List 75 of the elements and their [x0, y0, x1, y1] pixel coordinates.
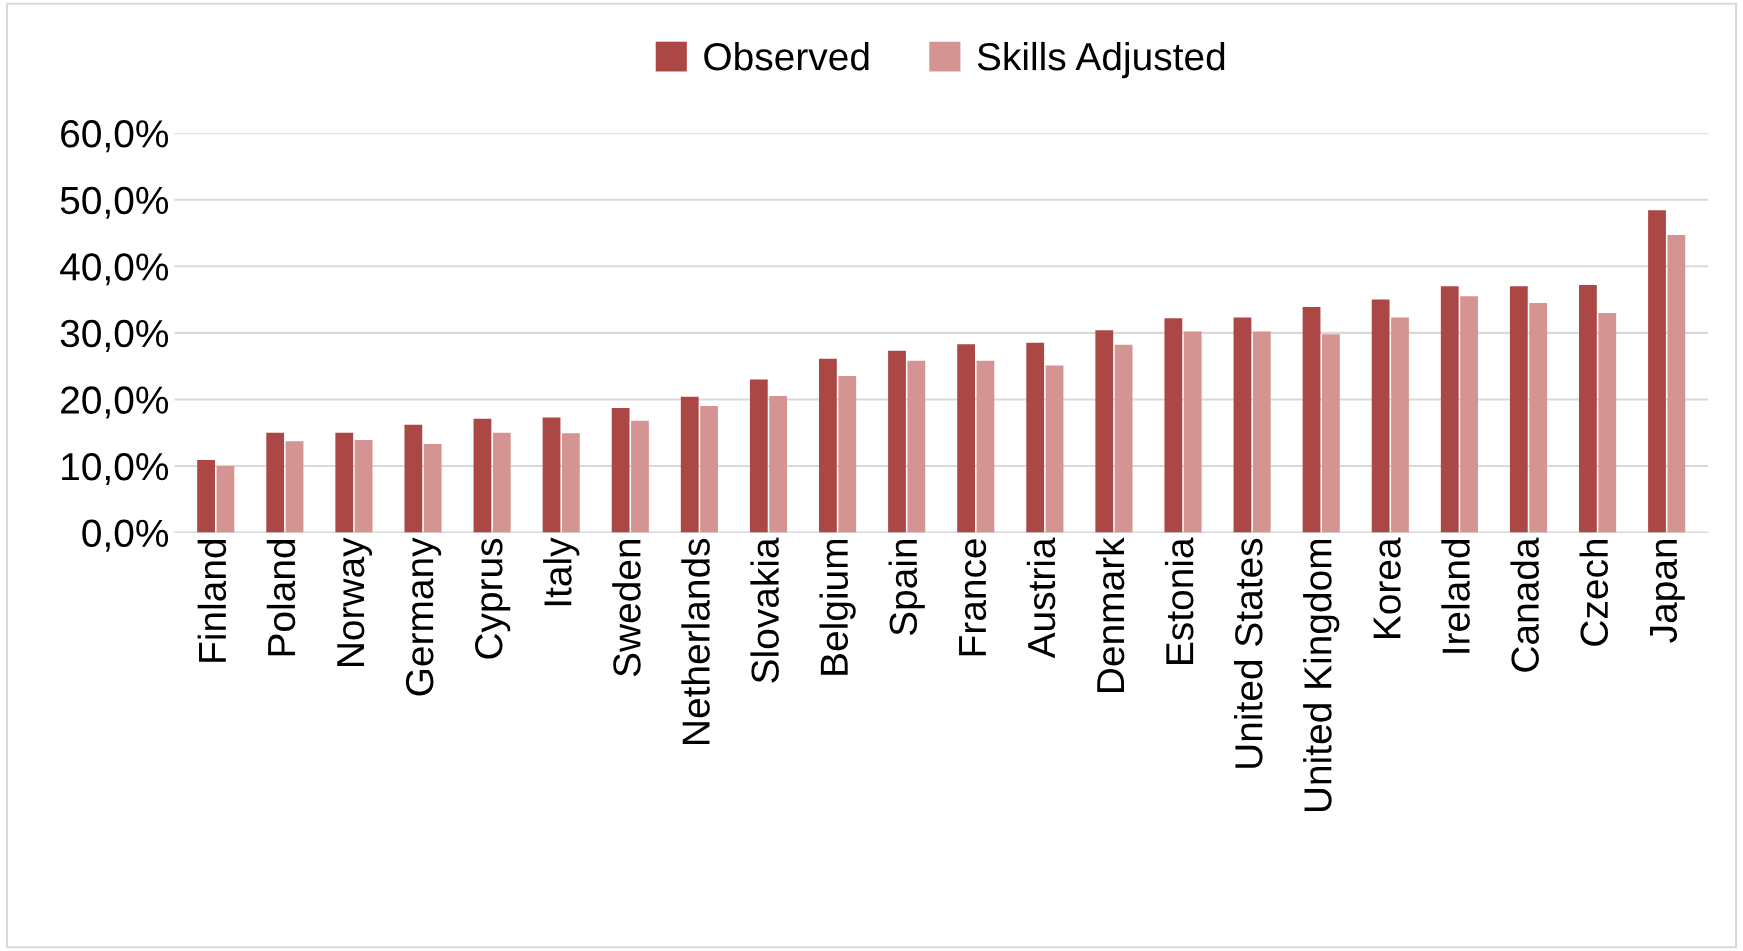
x-tick-label: Spain [888, 539, 925, 636]
x-tick-label: Austria [1026, 537, 1056, 659]
bar [631, 420, 649, 533]
bar [335, 432, 354, 533]
bar [561, 433, 580, 533]
y-tick-label: 10,0% [62, 452, 169, 486]
bar [957, 344, 975, 533]
bar [1045, 365, 1064, 533]
x-tick-label: Korea [1373, 537, 1401, 638]
x-tick-label: Belgium [819, 539, 856, 675]
bar [1460, 296, 1478, 533]
bar [1026, 342, 1045, 533]
bar [680, 396, 699, 533]
legend-label: Skills Adjusted [977, 41, 1225, 79]
x-tick-label: Norway [337, 537, 373, 667]
bar [197, 460, 215, 533]
x-tick-label: France [959, 539, 987, 656]
bar [1114, 344, 1133, 533]
bar [542, 417, 561, 533]
x-tick-label: United States [1234, 538, 1263, 768]
bar [492, 432, 511, 533]
y-tick-label: 0,0% [82, 519, 169, 552]
bar [404, 424, 423, 533]
bar [749, 379, 768, 533]
x-tick-label: Sweden [612, 539, 641, 677]
bar [1164, 318, 1183, 533]
bar [1440, 286, 1459, 533]
x-tick-label: Italy [543, 537, 580, 606]
legend-label: Observed [704, 41, 869, 71]
x-tick-label: Czech [1579, 539, 1609, 646]
y-tick-label: 20,0% [61, 386, 169, 419]
bar [216, 465, 235, 533]
bar [700, 406, 718, 533]
bar [1252, 331, 1271, 533]
x-tick-label: Canada [1510, 537, 1539, 672]
bar [1509, 286, 1528, 533]
bar [1302, 306, 1321, 533]
bar [266, 432, 285, 533]
y-tick-label: 50,0% [60, 186, 169, 219]
bar [611, 408, 630, 533]
bar [976, 360, 995, 533]
bar [1322, 334, 1340, 533]
bar [888, 350, 906, 533]
x-tick-label: Poland [266, 539, 296, 656]
y-tick-label: 30,0% [60, 319, 169, 352]
x-tick-label: Slovakia [750, 537, 779, 683]
x-tick-label: United Kingdom [1303, 539, 1340, 812]
bar [1391, 317, 1409, 533]
bar [1579, 284, 1597, 533]
bar [1529, 302, 1548, 533]
bar [1598, 312, 1617, 533]
x-tick-label: Germany [405, 537, 442, 696]
y-tick-label: 60,0% [61, 120, 169, 153]
x-tick-label: Finland [197, 539, 227, 662]
bar [285, 441, 304, 533]
x-tick-label: Ireland [1441, 539, 1470, 653]
x-tick-label: Denmark [1095, 537, 1125, 692]
bar [1183, 331, 1202, 533]
x-tick-label: Cyprus [475, 538, 511, 659]
bar [423, 444, 442, 533]
x-tick-label: Estonia [1164, 537, 1194, 664]
bar [1233, 317, 1252, 533]
y-tick-label: 40,0% [60, 253, 169, 286]
x-tick-label: Netherlands [681, 538, 710, 744]
bar [473, 418, 492, 533]
bar [1095, 330, 1114, 533]
bar [354, 440, 373, 533]
bar [838, 376, 857, 533]
bar [1371, 299, 1390, 533]
bar [907, 360, 926, 533]
bar [1648, 210, 1666, 533]
x-tick-label: Japan [1649, 539, 1685, 643]
bar [1667, 234, 1686, 533]
bar [819, 358, 837, 533]
bar [769, 396, 788, 533]
